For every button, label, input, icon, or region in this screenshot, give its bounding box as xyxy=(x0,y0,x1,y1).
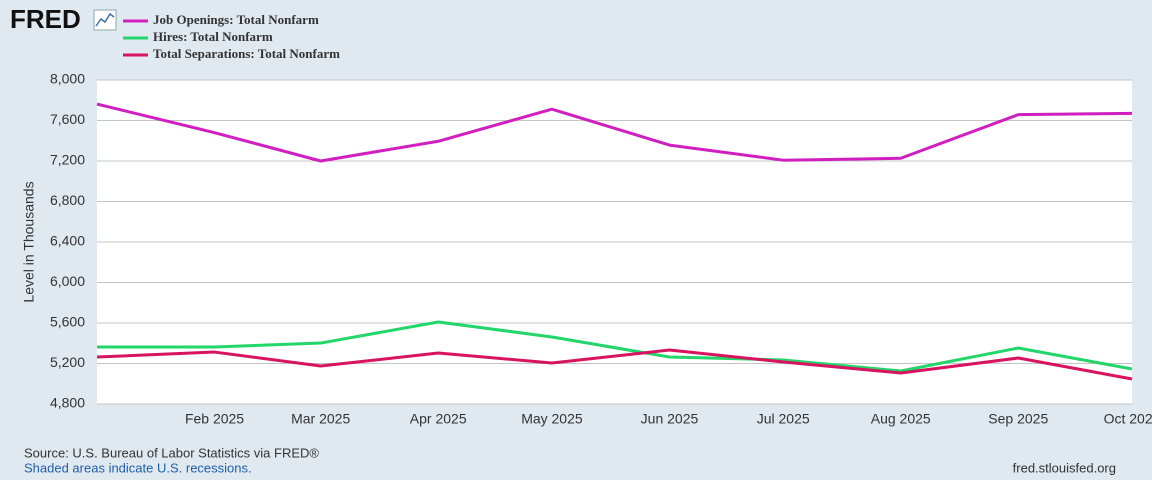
x-tick-label: May 2025 xyxy=(521,411,583,427)
recession-note: Shaded areas indicate U.S. recessions. xyxy=(24,460,252,475)
legend-label: Total Separations: Total Nonfarm xyxy=(153,46,340,61)
series-line xyxy=(96,102,1133,163)
series-line xyxy=(97,320,1133,373)
x-tick-label: Jun 2025 xyxy=(641,411,699,427)
legend-label: Hires: Total Nonfarm xyxy=(153,29,273,44)
logo: FRED xyxy=(10,4,81,34)
y-tick-label: 6,000 xyxy=(50,273,85,289)
y-axis-label: Level in Thousands xyxy=(21,181,37,302)
x-tick-label: Aug 2025 xyxy=(871,411,931,427)
x-tick-label: Jul 2025 xyxy=(757,411,810,427)
y-tick-label: 4,800 xyxy=(50,395,85,411)
source: Source: U.S. Bureau of Labor Statistics … xyxy=(24,445,319,460)
logo-icon xyxy=(93,9,117,31)
site-url: fred.stlouisfed.org xyxy=(1013,460,1116,475)
y-tick-label: 7,600 xyxy=(50,111,85,127)
y-tick-label: 5,200 xyxy=(50,354,85,370)
series-line xyxy=(96,348,1133,381)
x-tick-label: Oct 2025 xyxy=(1104,411,1152,427)
legend-label: Job Openings: Total Nonfarm xyxy=(153,12,319,27)
x-tick-label: Apr 2025 xyxy=(410,411,467,427)
x-tick-label: Mar 2025 xyxy=(291,411,350,427)
x-tick-label: Sep 2025 xyxy=(988,411,1048,427)
x-tick-label: Feb 2025 xyxy=(185,411,244,427)
y-tick-label: 6,800 xyxy=(50,192,85,208)
y-tick-label: 7,200 xyxy=(50,152,85,168)
y-tick-label: 5,600 xyxy=(50,314,85,330)
y-tick-label: 8,000 xyxy=(50,71,85,87)
y-tick-label: 6,400 xyxy=(50,233,85,249)
